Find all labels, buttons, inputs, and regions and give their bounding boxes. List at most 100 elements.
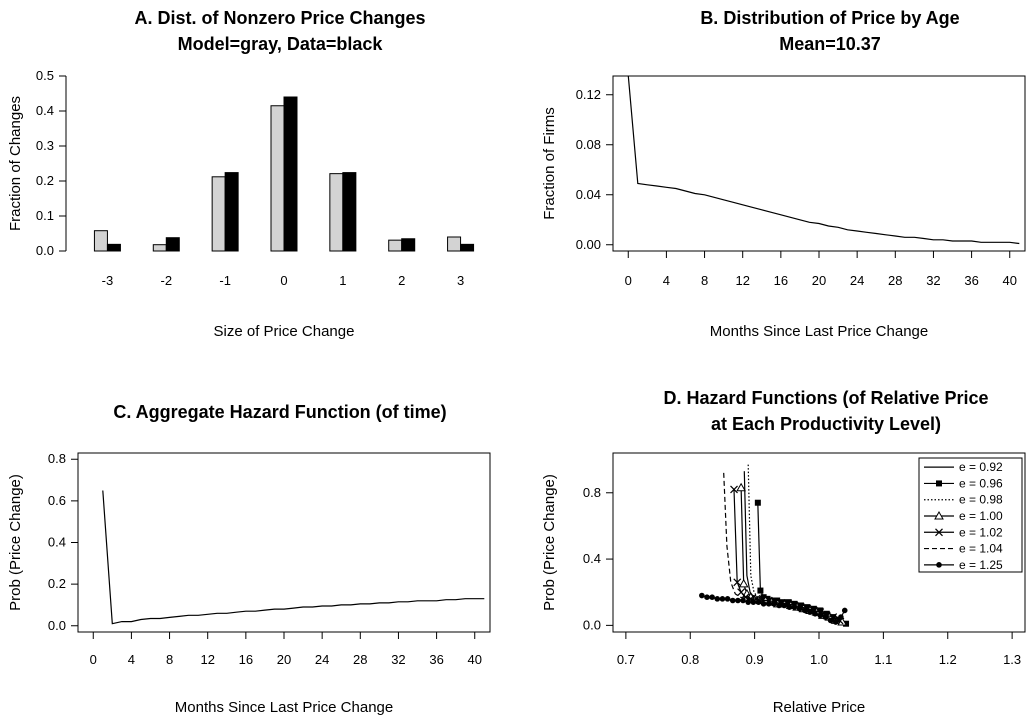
series-marker-6: [699, 592, 705, 599]
series-marker-6: [709, 594, 715, 600]
series-marker-1: [823, 610, 830, 617]
series-marker-6: [832, 619, 839, 625]
bar-data: [106, 243, 121, 252]
x-tick-label: 20: [812, 273, 826, 288]
y-tick-label: 0.3: [36, 138, 54, 153]
series-marker-6: [827, 617, 834, 624]
series-marker-1: [797, 602, 804, 609]
x-tick-label: 8: [166, 652, 173, 667]
legend-label: e = 1.02: [959, 525, 1003, 539]
y-tick-label: 0.0: [36, 243, 54, 258]
x-tick-label: 28: [353, 652, 367, 667]
legend-label: e = 0.92: [959, 460, 1003, 474]
legend: e = 0.92 e = 0.96 e = 0.98 e = 1.00 e = 1.02…: [918, 457, 1023, 573]
y-tick-label: 0.4: [48, 535, 66, 550]
series-marker-6: [822, 614, 829, 620]
x-tick-label: -1: [219, 273, 231, 288]
series-marker-6: [807, 609, 813, 615]
x-tick-label: 2: [398, 273, 405, 288]
series-marker-1: [785, 599, 792, 606]
x-tick-label: 4: [663, 273, 670, 288]
series-marker-4: [733, 578, 742, 587]
series-marker-1: [760, 594, 767, 601]
legend-label: e = 1.00: [959, 509, 1003, 523]
chart-title: Model=gray, Data=black: [178, 34, 384, 54]
x-tick-label: -2: [161, 273, 173, 288]
series-marker-6: [791, 604, 798, 610]
plot-area: [699, 464, 850, 627]
series-marker-6: [838, 614, 844, 620]
x-tick-label: 1.2: [939, 652, 957, 667]
y-axis-label: Fraction of Firms: [541, 107, 558, 220]
series-marker-1: [804, 604, 811, 611]
legend-marker: [936, 562, 942, 568]
plot-area: [102, 490, 485, 625]
x-tick-label: 12: [735, 273, 749, 288]
x-axis-label: Months Since Last Price Change: [710, 323, 928, 340]
bar-model: [388, 239, 403, 252]
series-marker-4-b: [733, 578, 742, 587]
y-axis-label: Fraction of Changes: [7, 96, 24, 231]
plot-frame: [77, 452, 491, 633]
chart-title: A. Dist. of Nonzero Price Changes: [134, 8, 425, 28]
x-tick-label: 36: [429, 652, 443, 667]
series-marker-6: [771, 601, 777, 607]
series-marker-6: [817, 612, 824, 619]
series-marker-6: [760, 601, 767, 607]
legend-marker: [936, 480, 942, 487]
series-marker-6: [755, 599, 762, 605]
bar-data: [283, 96, 298, 252]
bar-data: [224, 172, 239, 252]
series-marker-3: [742, 588, 752, 598]
series-marker-6: [735, 597, 741, 604]
x-tick-label: 16: [774, 273, 788, 288]
series-marker-6: [740, 597, 746, 604]
series-marker-6: [802, 607, 808, 614]
series-marker-6: [812, 610, 818, 617]
series-marker-6: [776, 602, 782, 609]
series-line-0: [627, 76, 1020, 245]
bar-data: [342, 172, 357, 252]
series-marker-1: [843, 620, 850, 627]
chart-title: C. Aggregate Hazard Function (of time): [113, 402, 446, 422]
x-tick-label: 20: [277, 652, 291, 667]
x-tick-label: 1.3: [1003, 652, 1021, 667]
panel-a: -3 -2 -1 0 1 2 3 0.0 0.1 0.2 0.3 0.4 0.5 A. Dist. of …: [7, 8, 475, 340]
bar-model: [447, 236, 462, 252]
plot-frame: [612, 75, 1026, 252]
chart-title: B. Distribution of Price by Age: [700, 8, 959, 28]
y-tick-label: 0.00: [576, 237, 601, 252]
series-line-5: [723, 472, 845, 620]
x-tick-label: 12: [200, 652, 214, 667]
bar-data: [460, 243, 475, 252]
y-tick-label: 0.4: [36, 103, 54, 118]
series-marker-6: [724, 596, 731, 602]
y-axis-label: Prob (Price Change): [7, 474, 24, 611]
x-axis-label: Months Since Last Price Change: [175, 699, 393, 716]
y-tick-label: 0.8: [583, 485, 601, 500]
y-tick-label: 0.8: [48, 451, 66, 466]
legend-marker: [934, 510, 944, 520]
x-tick-label: -3: [102, 273, 114, 288]
chart-title: at Each Productivity Level): [711, 414, 941, 434]
series-marker-4-b: [730, 485, 738, 494]
panel-b: 0 4 8 12 16 20 24 28 32 36 40 0.00 0.04 0.08 0.12 B. Di…: [541, 8, 1026, 340]
x-axis-label: Size of Price Change: [214, 323, 355, 340]
y-tick-label: 0.0: [48, 618, 66, 633]
bar-model: [211, 176, 226, 252]
x-tick-label: 24: [315, 652, 329, 667]
y-tick-label: 0.0: [583, 617, 601, 632]
x-tick-label: 0.7: [617, 652, 635, 667]
x-tick-label: 0: [280, 273, 287, 288]
y-axis-label: Prob (Price Change): [541, 474, 558, 611]
legend-label: e = 0.96: [959, 476, 1003, 490]
series-line-0: [102, 490, 485, 625]
x-tick-label: 32: [926, 273, 940, 288]
x-tick-label: 40: [1003, 273, 1017, 288]
series-marker-6: [796, 605, 803, 612]
legend-label: e = 1.25: [959, 558, 1003, 572]
series-marker-6: [781, 602, 788, 609]
series-marker-3: [738, 578, 749, 588]
x-tick-label: 24: [850, 273, 864, 288]
